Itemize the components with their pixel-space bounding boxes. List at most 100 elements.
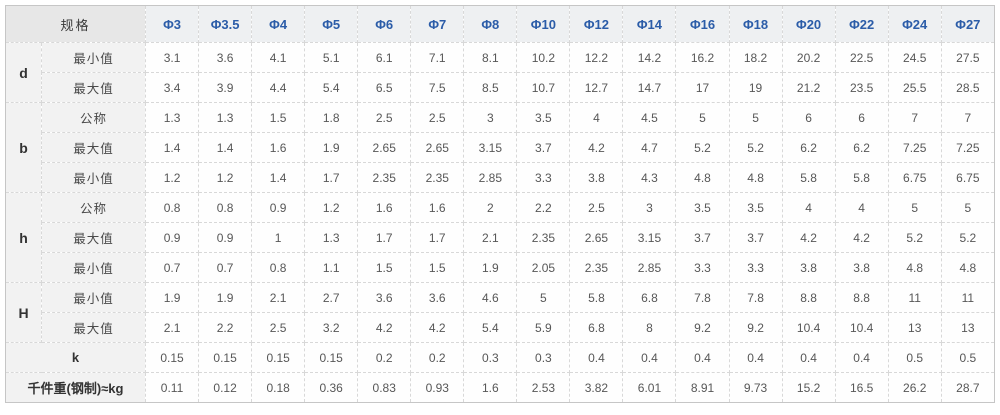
data-cell: 5.2 [728,132,783,163]
row-group-d: d [5,42,42,103]
data-cell: 4.3 [622,162,677,193]
data-cell: 0.9 [251,192,306,223]
data-cell: 2.1 [251,282,306,313]
spec-table-body: d 最小值 3.1 3.6 4.1 5.1 6.1 7.1 8.1 10.2 12.2 14.2 16.… [4,42,996,403]
data-cell: 1.3 [304,222,359,253]
col-header-phi3.5: Φ3.5 [198,5,253,43]
data-cell: 7.1 [410,42,465,73]
data-cell: 2.1 [145,312,200,343]
data-cell: 0.7 [198,252,253,283]
data-cell: 3.3 [728,252,783,283]
col-header-phi7: Φ7 [410,5,465,43]
row-label: 最大值 [40,132,147,163]
data-cell: 7.8 [728,282,783,313]
data-cell: 2.65 [410,132,465,163]
data-cell: 0.15 [304,342,359,373]
data-cell: 3.3 [516,162,571,193]
data-cell: 3.7 [728,222,783,253]
data-cell: 2.35 [569,252,624,283]
data-cell: 11 [887,282,942,313]
data-cell: 16.5 [834,372,889,403]
data-cell: 5.2 [940,222,996,253]
data-cell: 12.2 [569,42,624,73]
data-cell: 14.2 [622,42,677,73]
col-header-phi27: Φ27 [940,5,996,43]
data-cell: 0.15 [251,342,306,373]
data-cell: 6.8 [569,312,624,343]
data-cell: 3 [463,102,518,133]
data-cell: 0.2 [410,342,465,373]
data-cell: 7 [940,102,996,133]
data-cell: 2.5 [410,102,465,133]
data-cell: 4 [834,192,889,223]
data-cell: 10.7 [516,72,571,103]
data-cell: 26.2 [887,372,942,403]
data-cell: 0.4 [728,342,783,373]
data-cell: 2.2 [198,312,253,343]
data-cell: 1.6 [463,372,518,403]
data-cell: 2.53 [516,372,571,403]
data-cell: 0.8 [145,192,200,223]
data-cell: 11 [940,282,996,313]
data-cell: 4.8 [675,162,730,193]
row-label-k: k [4,342,147,373]
data-cell: 0.18 [251,372,306,403]
data-cell: 1.7 [357,222,412,253]
data-cell: 0.5 [940,342,996,373]
data-cell: 1.9 [304,132,359,163]
spec-table-container: 规格 Φ3 Φ3.5 Φ4 Φ5 Φ6 Φ7 Φ8 Φ10 Φ12 Φ14 Φ16 Φ18 Φ20 Φ22… [4,5,996,403]
data-cell: 2.5 [251,312,306,343]
data-cell: 8 [622,312,677,343]
data-cell: 4.2 [569,132,624,163]
data-cell: 2.35 [357,162,412,193]
data-cell: 27.5 [940,42,996,73]
data-cell: 7.8 [675,282,730,313]
data-cell: 4.8 [728,162,783,193]
data-cell: 3.1 [145,42,200,73]
data-cell: 4.5 [622,102,677,133]
data-cell: 3.6 [357,282,412,313]
col-header-phi16: Φ16 [675,5,730,43]
data-cell: 0.93 [410,372,465,403]
data-cell: 1.1 [304,252,359,283]
data-cell: 6.2 [781,132,836,163]
data-cell: 4.1 [251,42,306,73]
col-header-phi18: Φ18 [728,5,783,43]
data-cell: 4.2 [357,312,412,343]
col-header-phi22: Φ22 [834,5,889,43]
data-cell: 0.4 [622,342,677,373]
data-cell: 6.01 [622,372,677,403]
data-cell: 0.12 [198,372,253,403]
data-cell: 15.2 [781,372,836,403]
data-cell: 5.4 [304,72,359,103]
data-cell: 3.6 [198,42,253,73]
data-cell: 0.83 [357,372,412,403]
data-cell: 14.7 [622,72,677,103]
data-cell: 3.82 [569,372,624,403]
col-header-phi3: Φ3 [145,5,200,43]
data-cell: 3.3 [675,252,730,283]
data-cell: 2.65 [357,132,412,163]
col-header-phi6: Φ6 [357,5,412,43]
table-row: b 公称 1.3 1.3 1.5 1.8 2.5 2.5 3 3.5 4 4.5 5 5 6 6 7 7 [5,102,996,193]
data-cell: 18.2 [728,42,783,73]
data-cell: 0.3 [516,342,571,373]
data-cell: 9.2 [728,312,783,343]
data-cell: 8.1 [463,42,518,73]
data-cell: 5 [516,282,571,313]
data-cell: 10.4 [834,312,889,343]
data-cell: 0.4 [569,342,624,373]
row-group-b: b [5,102,42,193]
col-header-phi10: Φ10 [516,5,571,43]
data-cell: 2 [463,192,518,223]
data-cell: 5.8 [834,162,889,193]
data-cell: 0.9 [198,222,253,253]
data-cell: 2.05 [516,252,571,283]
data-cell: 2.5 [569,192,624,223]
col-header-phi24: Φ24 [887,5,942,43]
data-cell: 1.6 [251,132,306,163]
data-cell: 4.8 [940,252,996,283]
data-cell: 6 [834,102,889,133]
data-cell: 0.11 [145,372,200,403]
data-cell: 12.7 [569,72,624,103]
